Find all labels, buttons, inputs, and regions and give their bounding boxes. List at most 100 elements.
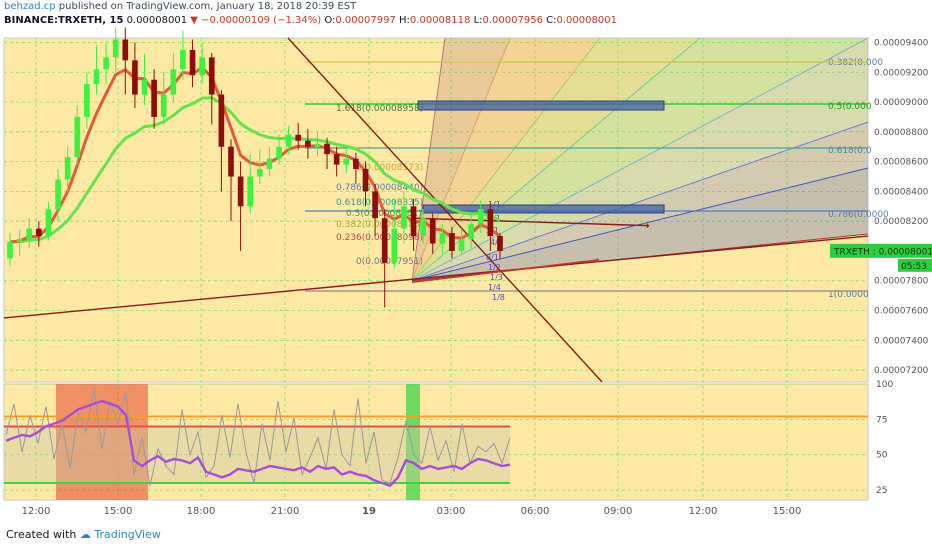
candle-body — [372, 191, 378, 219]
candle-body — [487, 209, 494, 237]
x-axis-tick-label: 15:00 — [104, 506, 133, 517]
candle-body — [410, 206, 417, 237]
fib-retracement-label: 0(0.00007951) — [356, 257, 423, 267]
y-axis-tick-label: 0.00008200 — [874, 217, 929, 227]
candle-body — [429, 218, 436, 244]
fib-fan-line — [411, 167, 869, 282]
tradingview-brand[interactable]: TradingView — [94, 528, 161, 541]
countdown-text: 05:53 — [901, 262, 927, 272]
created-with-text: Created with — [6, 528, 77, 541]
candle-body — [256, 169, 263, 177]
x-axis-tick-label: 06:00 — [521, 506, 550, 517]
tradingview-logo-icon[interactable]: ☁ — [79, 528, 91, 541]
y-axis-tick-label: 0.00008400 — [874, 187, 929, 197]
candle-body — [381, 218, 388, 263]
fib-fan-label: 0.5(0.000 — [828, 102, 872, 112]
resistance-trendline — [287, 37, 603, 383]
candle-body — [55, 179, 61, 210]
y-axis-tick-label: 0.00008800 — [874, 128, 929, 138]
fib-fan-line — [411, 37, 511, 281]
low-label: L: — [473, 15, 483, 26]
candle-body — [468, 224, 475, 240]
open-label: O: — [324, 15, 336, 26]
highlight-box — [417, 100, 665, 111]
candle-body — [151, 79, 157, 117]
down-arrow-icon: ▼ — [190, 15, 198, 26]
candle-body — [497, 236, 503, 251]
oscillator-tick-label: 25 — [876, 486, 887, 496]
candle-body — [141, 79, 148, 95]
gann-ratio-label: 1/2 — [488, 263, 501, 272]
candle-body — [208, 57, 215, 95]
published-text: published on TradingView.com, January 18… — [58, 1, 357, 12]
candle-body — [247, 176, 254, 207]
close-label: C: — [546, 15, 557, 26]
x-axis-tick-label: 09:00 — [604, 506, 633, 517]
ema-short-line — [9, 65, 501, 244]
fib-retracement-label: 1(0.00008573) — [356, 163, 423, 173]
arrow-head-icon: ➝ — [590, 253, 600, 267]
gann-ratio-label: 8/1 — [486, 253, 499, 262]
fib-retracement-label: 0.786(0.00008440) — [336, 183, 423, 193]
symbol-title: BINANCE:TRXETH, 15 — [4, 15, 124, 26]
open-value: 0.00007997 — [335, 15, 396, 26]
y-axis-tick-label: 0.00008600 — [874, 158, 929, 168]
candle-body — [103, 57, 109, 70]
arrow-head-icon: ➝ — [640, 219, 650, 233]
gann-ratio-label: 1/1 — [488, 200, 501, 209]
gann-ratio-label: 1/8 — [492, 293, 505, 302]
publisher-name[interactable]: behzad.cp — [4, 1, 56, 12]
gann-ratio-label: 1/3 — [490, 273, 503, 282]
oscillator-tick-label: 75 — [876, 415, 887, 425]
candle-body — [362, 169, 369, 192]
candle-body — [64, 157, 71, 180]
high-value: 0.00008118 — [409, 15, 471, 26]
candle-body — [170, 69, 177, 95]
oscillator-tick-label: 50 — [876, 451, 888, 461]
gann-ratio-label: 1/4 — [488, 283, 501, 292]
symbol-ohlc-line: BINANCE:TRXETH, 15 0.00008001 ▼ −0.00000… — [4, 15, 617, 26]
candle-body — [199, 57, 205, 76]
candle-body — [16, 239, 23, 243]
fib-fan-label: 0.618(0.0 — [828, 146, 872, 156]
candle-body — [477, 209, 484, 225]
price-change: −0.00000109 (−1.34%) — [201, 15, 322, 26]
overbought-highlight — [56, 384, 148, 500]
x-axis-tick-label: 19 — [362, 506, 376, 517]
candle-body — [228, 146, 234, 177]
candle-body — [285, 134, 292, 147]
high-label: H: — [399, 15, 410, 26]
y-axis-tick-label: 0.00007800 — [874, 277, 929, 287]
support-trendline — [3, 235, 869, 319]
countdown-tag — [898, 258, 932, 272]
y-axis-tick-label: 0.00009000 — [874, 98, 929, 108]
low-value: 0.00007956 — [482, 15, 543, 26]
candle-body — [26, 228, 33, 240]
arrow-line — [411, 259, 599, 284]
candle-body — [132, 60, 138, 95]
x-axis-tick-label: 18:00 — [187, 506, 216, 517]
arrow-line — [411, 217, 649, 227]
candle-body — [189, 49, 196, 76]
candle-body — [122, 39, 129, 61]
candle-body — [343, 158, 350, 165]
candle-body — [112, 39, 119, 58]
candle-body — [160, 94, 167, 117]
rsi-line — [5, 399, 511, 488]
candle-body — [276, 146, 282, 159]
candle-body — [93, 69, 100, 85]
y-axis-tick-label: 0.00007200 — [874, 366, 929, 376]
candle-body — [458, 239, 465, 251]
y-axis-tick-label: 0.00009200 — [874, 68, 929, 78]
fib-fan-label: 1(0.0000 — [828, 290, 869, 300]
candle-body — [45, 209, 52, 237]
x-axis-tick-label: 12:00 — [689, 506, 718, 517]
candle-body — [391, 228, 398, 263]
candle-body — [84, 84, 90, 117]
last-price-text: TRXETH : 0.00008001 — [833, 247, 932, 257]
candle-body — [449, 233, 455, 251]
y-axis-tick-label: 0.00007400 — [874, 336, 929, 346]
candle-body — [439, 233, 446, 244]
candle-body — [295, 134, 302, 141]
